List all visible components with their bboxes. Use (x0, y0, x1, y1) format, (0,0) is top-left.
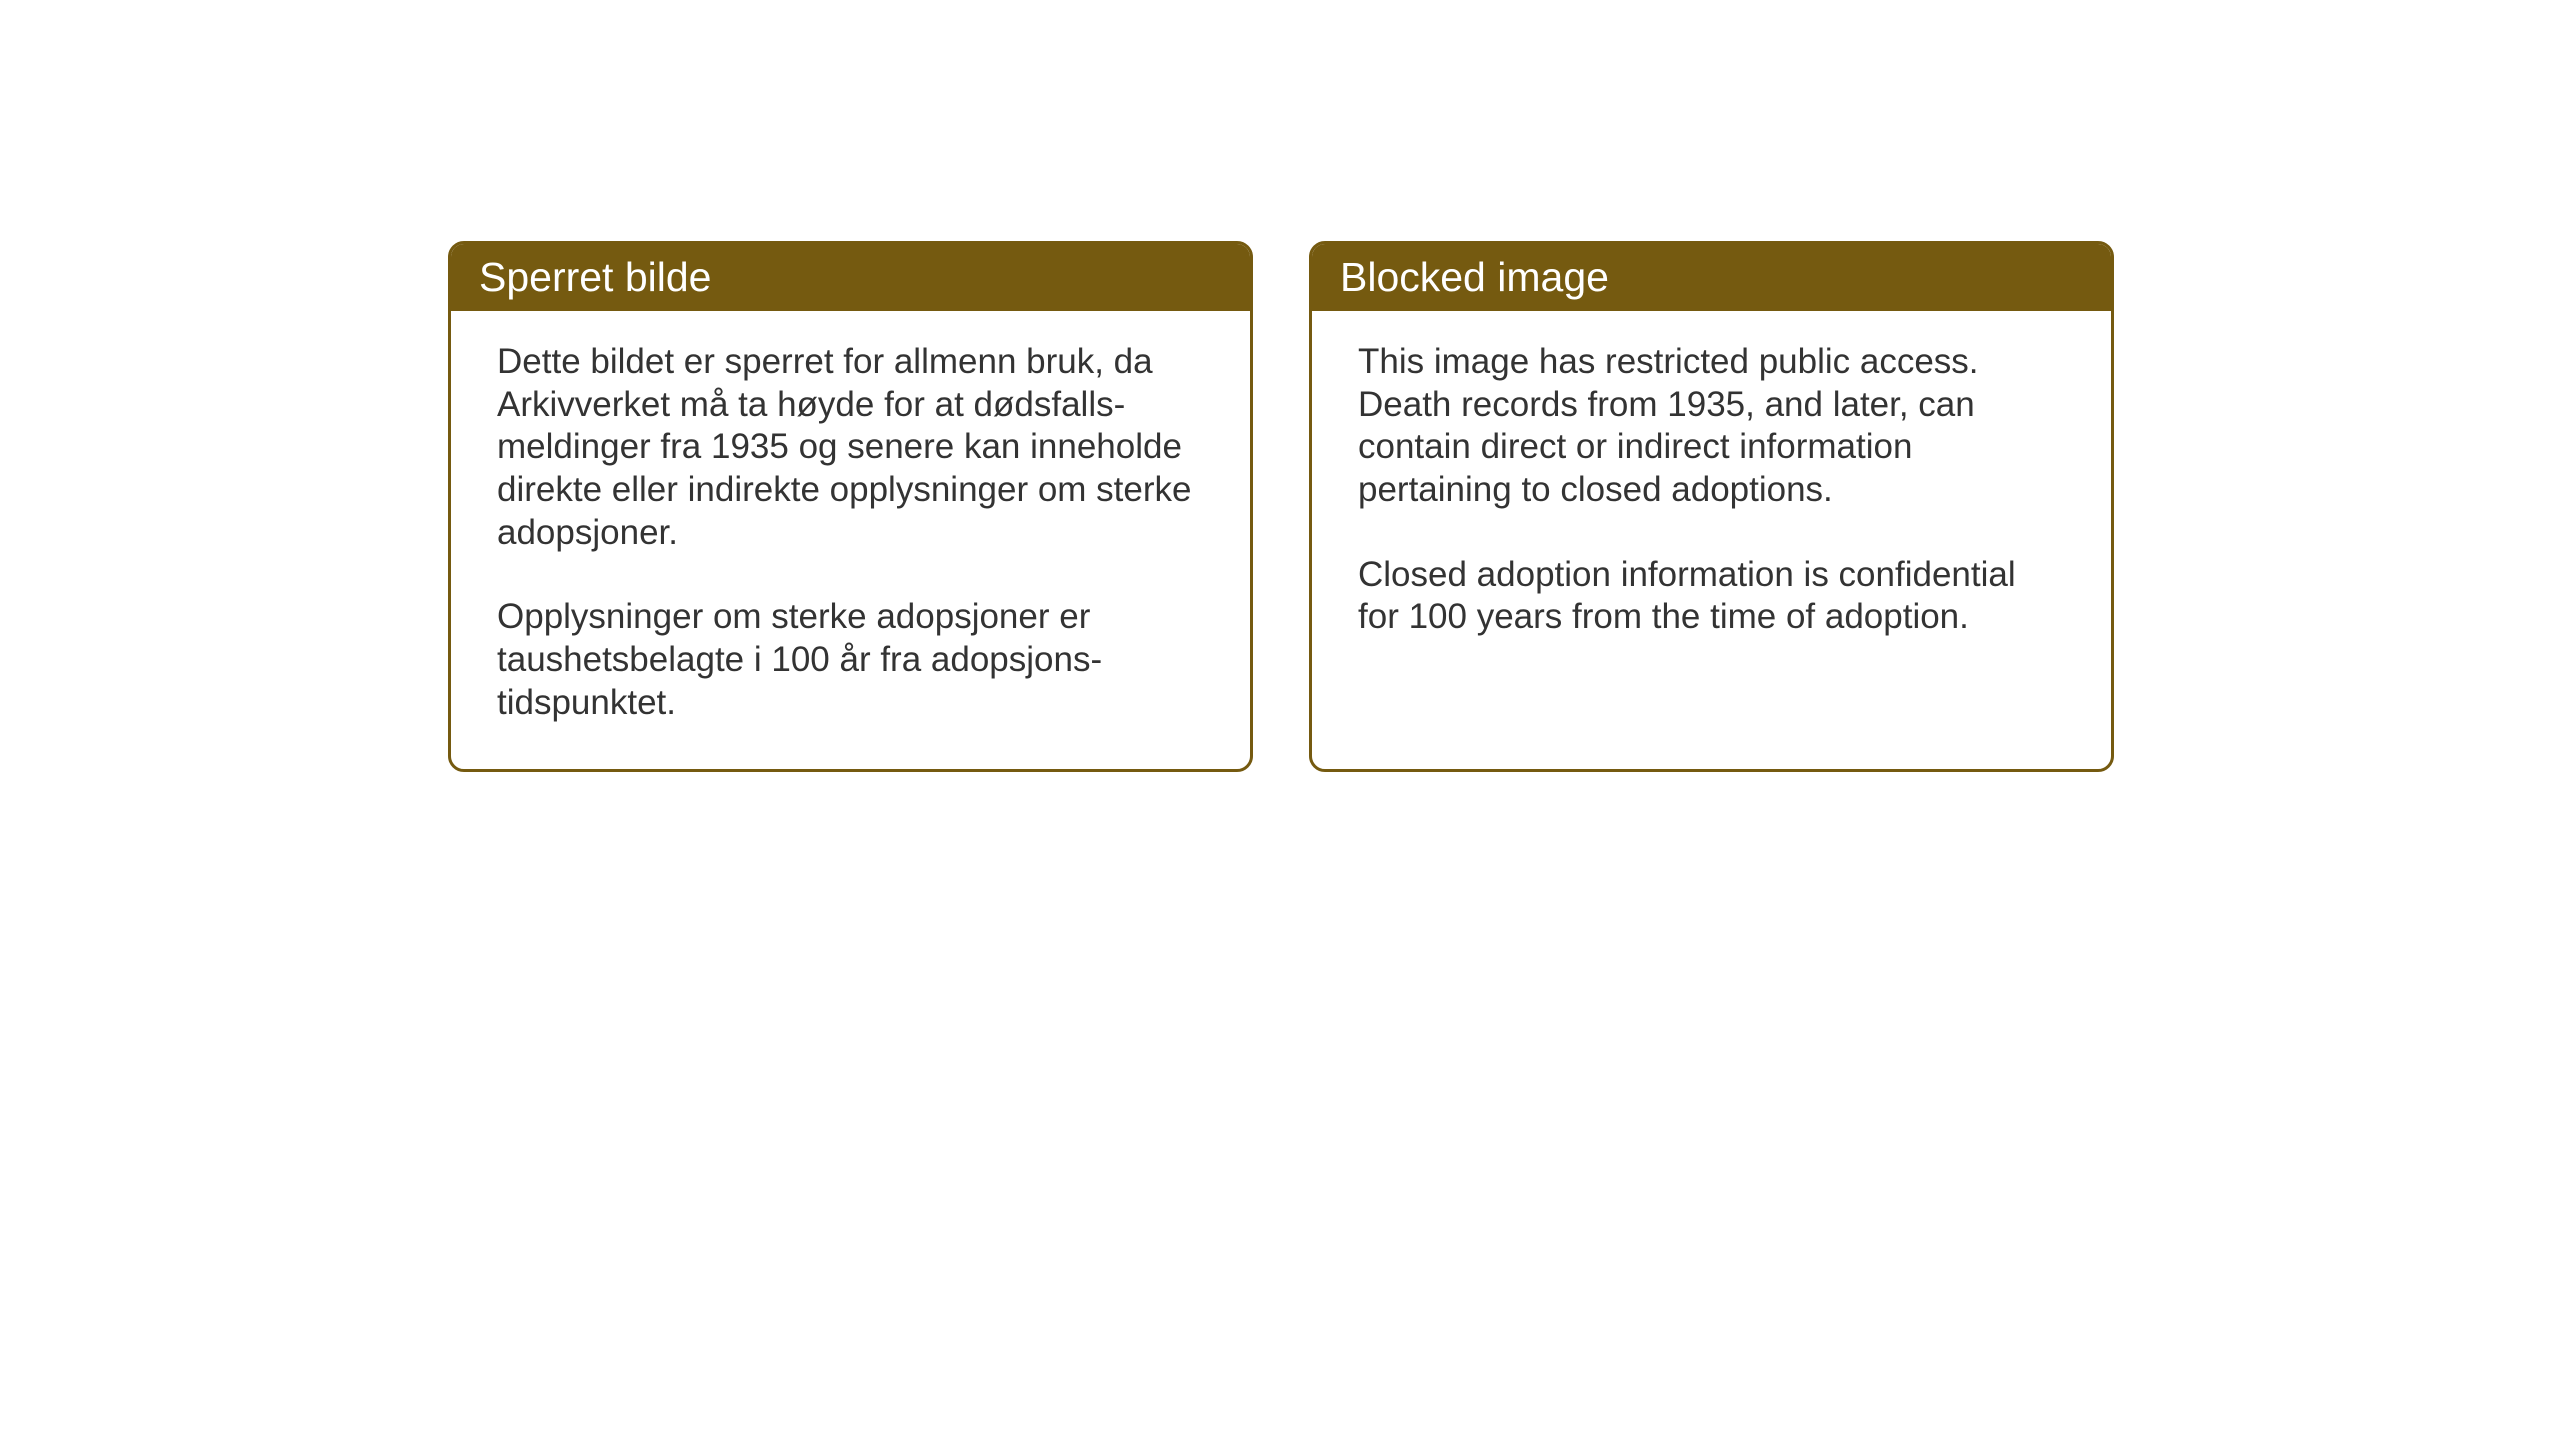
norwegian-paragraph-1: Dette bildet er sperret for allmenn bruk… (497, 341, 1204, 554)
english-card-header: Blocked image (1312, 244, 2111, 311)
norwegian-paragraph-2: Opplysninger om sterke adopsjoner er tau… (497, 596, 1204, 724)
norwegian-card-title: Sperret bilde (479, 254, 711, 300)
cards-container: Sperret bilde Dette bildet er sperret fo… (448, 241, 2114, 772)
norwegian-card-header: Sperret bilde (451, 244, 1250, 311)
english-card-title: Blocked image (1340, 254, 1609, 300)
norwegian-card-body: Dette bildet er sperret for allmenn bruk… (451, 311, 1250, 769)
english-paragraph-2: Closed adoption information is confident… (1358, 554, 2065, 639)
english-card-body: This image has restricted public access.… (1312, 311, 2111, 683)
english-paragraph-1: This image has restricted public access.… (1358, 341, 2065, 512)
norwegian-card: Sperret bilde Dette bildet er sperret fo… (448, 241, 1253, 772)
english-card: Blocked image This image has restricted … (1309, 241, 2114, 772)
